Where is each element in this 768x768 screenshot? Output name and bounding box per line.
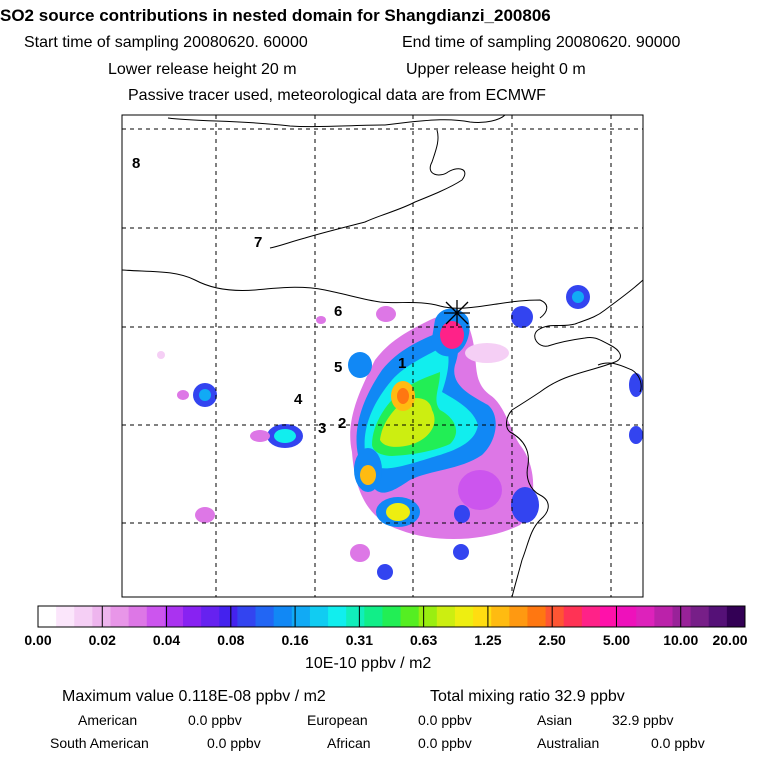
- start-time: Start time of sampling 20080620. 60000: [24, 34, 308, 51]
- colorbar-swatch: [201, 606, 220, 627]
- colorbar-swatch: [219, 606, 238, 627]
- region-label-8: 8: [132, 155, 140, 172]
- region-label-7: 7: [254, 234, 262, 251]
- coastline-borders: [121, 114, 644, 598]
- colorbar-swatch: [237, 606, 257, 627]
- colorbar-tick-label: 0.00: [24, 632, 52, 648]
- colorbar-tick-label: 0.08: [217, 632, 245, 648]
- colorbar-swatch: [618, 606, 637, 627]
- colorbar-tick-label: 0.02: [88, 632, 116, 648]
- region-label-4: 4: [294, 391, 303, 408]
- colorbar-swatch: [56, 606, 75, 627]
- american-label: American: [78, 712, 138, 728]
- asian-value: 32.9 ppbv: [612, 712, 674, 728]
- colorbar-swatch: [545, 606, 565, 627]
- end-time: End time of sampling 20080620. 90000: [402, 34, 681, 51]
- colorbar-swatch: [110, 606, 130, 627]
- colorbar-swatch: [527, 606, 547, 627]
- colorbar-tick-label: 10.00: [663, 632, 699, 648]
- plume-field: [157, 285, 643, 580]
- asian-label: Asian: [537, 712, 573, 728]
- colorbar-swatch: [690, 606, 710, 627]
- african-value: 0.0 ppbv: [418, 735, 472, 751]
- colorbar-swatch: [563, 606, 583, 627]
- colorbar-swatch: [382, 606, 402, 627]
- colorbar-swatch: [454, 606, 474, 627]
- lat-lon-grid: [122, 115, 643, 597]
- map-frame: [121, 114, 644, 598]
- colorbar-swatch: [364, 606, 383, 627]
- colorbar-tick-label: 20.00: [712, 632, 748, 648]
- colorbar-swatch: [92, 606, 112, 627]
- colorbar-unit: 10E-10 ppbv / m2: [305, 655, 432, 672]
- total-mixing-ratio: Total mixing ratio 32.9 ppbv: [430, 688, 625, 705]
- colorbar-swatch: [38, 606, 57, 627]
- african-label: African: [327, 735, 371, 751]
- colorbar-swatch: [654, 606, 673, 627]
- colorbar-swatch: [636, 606, 655, 627]
- colorbar-swatch: [146, 606, 166, 627]
- colorbar-tick-label: 0.31: [345, 632, 373, 648]
- colorbar-swatch: [128, 606, 148, 627]
- region-label-3: 3: [318, 420, 326, 437]
- colorbar-swatch: [581, 606, 601, 627]
- tracer-note: Passive tracer used, meteorological data…: [128, 87, 546, 104]
- colorbar-swatch: [599, 606, 619, 627]
- colorbar-swatch: [473, 606, 492, 627]
- colorbar-tick-label: 2.50: [538, 632, 566, 648]
- asterisk-cross-icon: [444, 300, 470, 326]
- colorbar-swatch: [74, 606, 93, 627]
- colorbar-swatch: [491, 606, 510, 627]
- european-value: 0.0 ppbv: [418, 712, 472, 728]
- colorbar-tick-label: 0.16: [281, 632, 309, 648]
- colorbar-swatch: [255, 606, 275, 627]
- colorbar-swatch: [291, 606, 311, 627]
- south-american-label: South American: [50, 735, 149, 751]
- colorbar-swatch: [273, 606, 293, 627]
- region-label-2: 2: [338, 415, 346, 432]
- colorbar-tick-label: 0.04: [152, 632, 181, 648]
- region-labels: 1 2 3 4 5 6 7 8: [132, 155, 406, 437]
- colorbar-swatch: [726, 606, 746, 627]
- colorbar-swatch: [328, 606, 347, 627]
- colorbar-swatch: [309, 606, 329, 627]
- colorbar-swatch: [400, 606, 420, 627]
- colorbar-swatch: [672, 606, 692, 627]
- upper-release-height: Upper release height 0 m: [406, 61, 586, 78]
- australian-value: 0.0 ppbv: [651, 735, 705, 751]
- south-american-value: 0.0 ppbv: [207, 735, 261, 751]
- region-label-6: 6: [334, 303, 342, 320]
- european-label: European: [307, 712, 368, 728]
- colorbar-swatch: [509, 606, 528, 627]
- chart-title: SO2 source contributions in nested domai…: [0, 6, 551, 25]
- colorbar-swatch: [418, 606, 438, 627]
- region-label-5: 5: [334, 359, 342, 376]
- colorbar-swatch: [183, 606, 202, 627]
- colorbar-tick-label: 0.63: [410, 632, 438, 648]
- colorbar-swatch: [164, 606, 184, 627]
- colorbar-tick-label: 1.25: [474, 632, 502, 648]
- lower-release-height: Lower release height 20 m: [108, 61, 297, 78]
- australian-label: Australian: [537, 735, 600, 751]
- maximum-value: Maximum value 0.118E-08 ppbv / m2: [62, 688, 326, 705]
- colorbar: [37, 605, 746, 628]
- american-value: 0.0 ppbv: [188, 712, 242, 728]
- colorbar-swatch: [708, 606, 728, 627]
- colorbar-swatch: [346, 606, 365, 627]
- region-label-1: 1: [398, 355, 406, 372]
- colorbar-tick-label: 5.00: [602, 632, 631, 648]
- colorbar-swatch: [436, 606, 456, 627]
